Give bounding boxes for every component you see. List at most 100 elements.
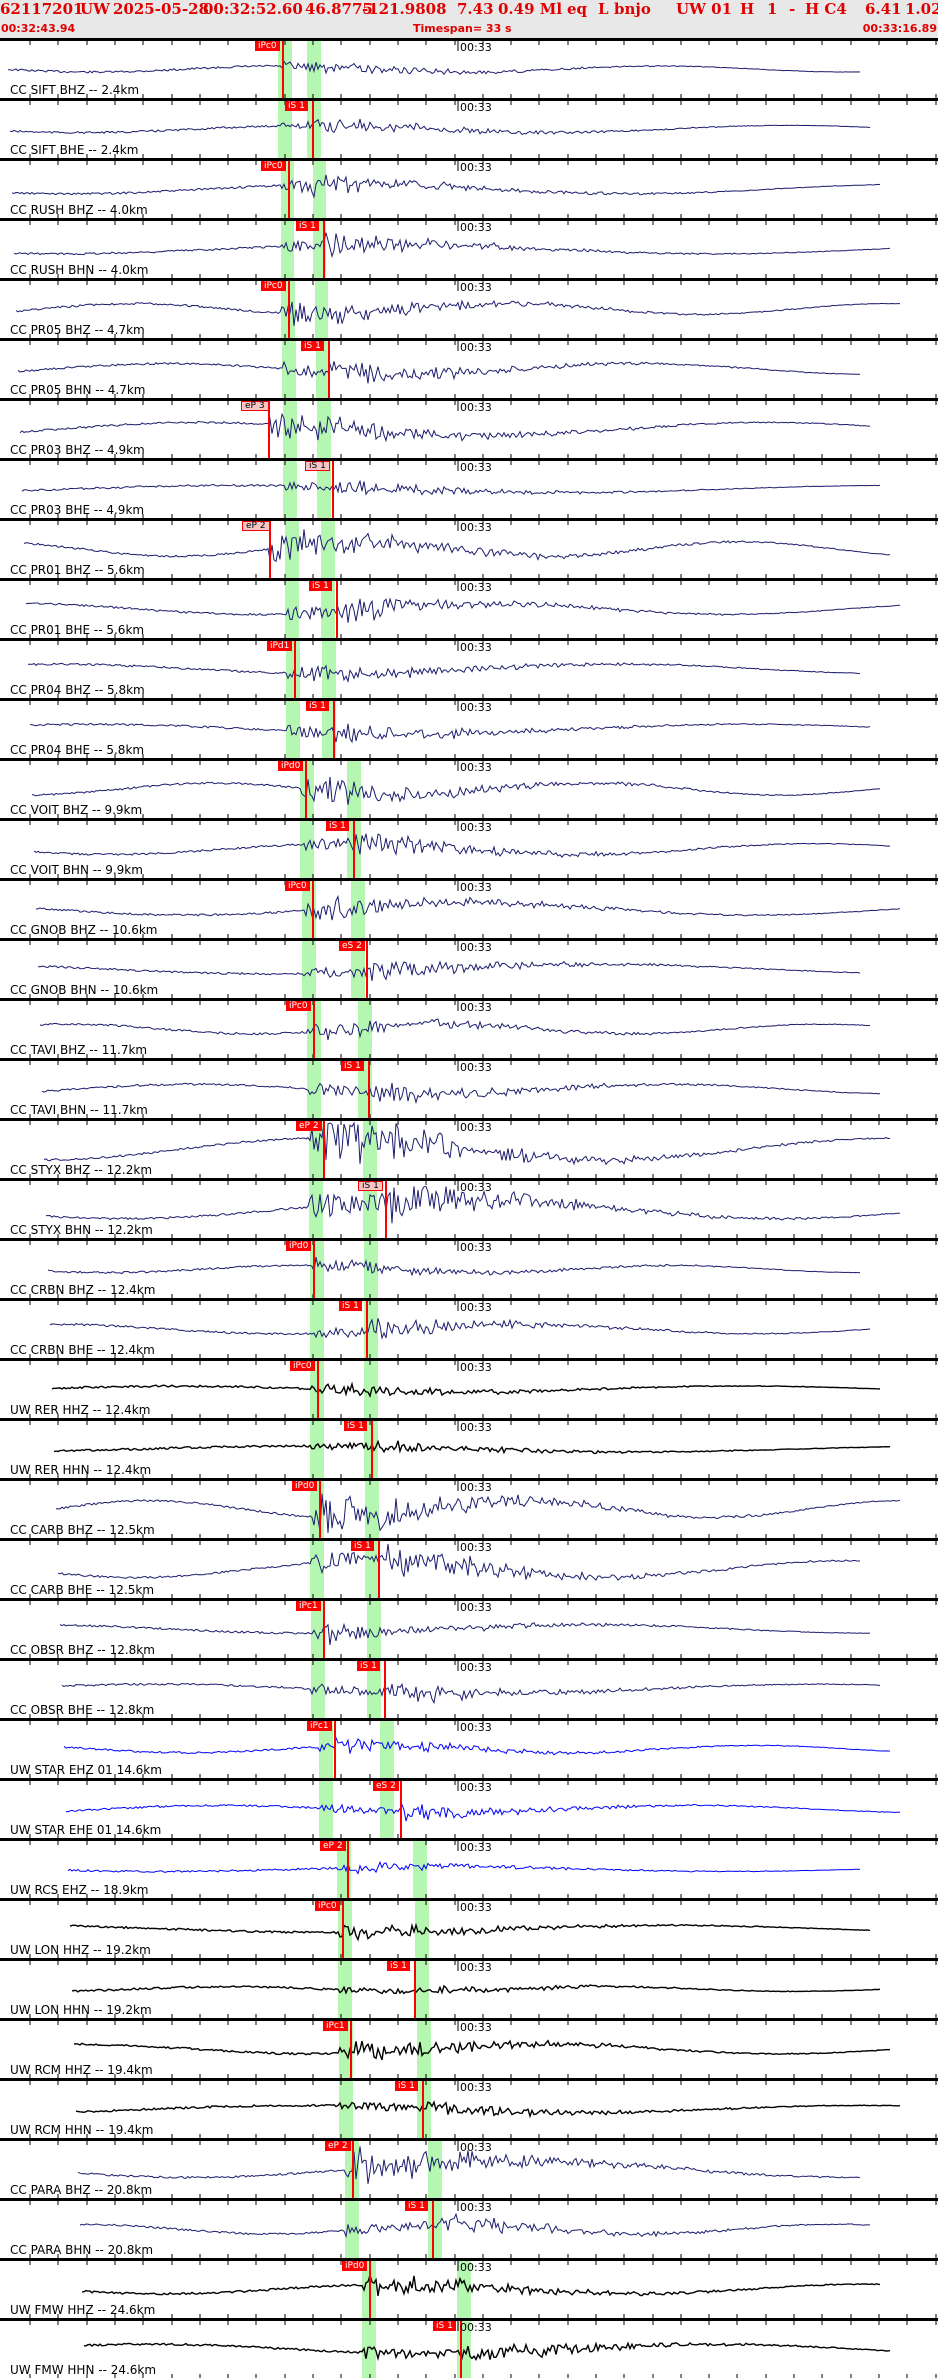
- pick-label[interactable]: iS 1: [326, 821, 349, 831]
- pick-label[interactable]: iS 1: [405, 2201, 428, 2211]
- waveform-panel[interactable]: iPc0 00:33 CC RUSH BHZ -- 4.0km: [0, 158, 938, 218]
- pick-label[interactable]: iPc0: [286, 1001, 311, 1011]
- pick-label[interactable]: eP 3: [241, 401, 269, 411]
- pick-line[interactable]: [353, 821, 355, 878]
- pick-line[interactable]: [323, 1121, 325, 1178]
- waveform-panel[interactable]: iPc0 00:33 CC TAVI BHZ -- 11.7km: [0, 998, 938, 1058]
- waveform-panel[interactable]: iPc1 00:33 UW STAR EHZ 01 14.6km: [0, 1718, 938, 1778]
- waveform-panel[interactable]: iS 1 00:33 CC CRBN BHE -- 12.4km: [0, 1298, 938, 1358]
- pick-line[interactable]: [400, 1781, 402, 1838]
- pick-label[interactable]: iS 1: [306, 701, 329, 711]
- pick-line[interactable]: [294, 641, 296, 698]
- pick-label[interactable]: eS 2: [373, 1781, 399, 1791]
- pick-line[interactable]: [323, 221, 325, 278]
- pick-label[interactable]: iPc0: [261, 161, 286, 171]
- waveform-panel[interactable]: iS 1 00:33 CC RUSH BHN -- 4.0km: [0, 218, 938, 278]
- pick-label[interactable]: iPd0: [278, 761, 304, 771]
- pick-label[interactable]: eP 2: [242, 521, 270, 531]
- waveform-panel[interactable]: iS 1 00:33 CC VOIT BHN -- 9.9km: [0, 818, 938, 878]
- waveform-panel[interactable]: iPc0 00:33 CC GNOB BHZ -- 10.6km: [0, 878, 938, 938]
- pick-line[interactable]: [414, 1961, 416, 2018]
- pick-line[interactable]: [350, 2021, 352, 2078]
- pick-label[interactable]: iS 1: [433, 2321, 456, 2331]
- waveform-panel[interactable]: eP 2 00:33 CC PARA BHZ -- 20.8km: [0, 2138, 938, 2198]
- waveform-panel[interactable]: iS 1 00:33 UW RER HHN -- 12.4km: [0, 1418, 938, 1478]
- pick-label[interactable]: iPc1: [307, 1721, 332, 1731]
- waveform-panel[interactable]: iPc0 00:33 UW LON HHZ -- 19.2km: [0, 1898, 938, 1958]
- pick-line[interactable]: [333, 701, 335, 758]
- pick-label[interactable]: iS 1: [351, 1541, 374, 1551]
- waveform-panel[interactable]: iS 1 00:33 CC TAVI BHN -- 11.7km: [0, 1058, 938, 1118]
- pick-line[interactable]: [352, 2141, 354, 2198]
- pick-label[interactable]: iPd1: [267, 641, 293, 651]
- waveform-panel[interactable]: eS 2 00:33 UW STAR EHE 01 14.6km: [0, 1778, 938, 1838]
- pick-label[interactable]: iS 1: [301, 341, 324, 351]
- pick-label[interactable]: iPd0: [292, 1481, 318, 1491]
- pick-line[interactable]: [342, 1901, 344, 1958]
- pick-label[interactable]: iS 1: [395, 2081, 418, 2091]
- pick-line[interactable]: [336, 581, 338, 638]
- pick-label[interactable]: iPd0: [342, 2261, 368, 2271]
- pick-label[interactable]: iS 1: [285, 101, 308, 111]
- waveform-panel[interactable]: iS 1 00:33 CC PR03 BHE -- 4.9km: [0, 458, 938, 518]
- waveform-panel[interactable]: eS 2 00:33 CC GNOB BHN -- 10.6km: [0, 938, 938, 998]
- waveform-panel[interactable]: eP 3 00:33 CC PR03 BHZ -- 4.9km: [0, 398, 938, 458]
- pick-line[interactable]: [305, 761, 307, 818]
- pick-label[interactable]: eP 2: [320, 1841, 346, 1851]
- pick-label[interactable]: iS 1: [339, 1301, 362, 1311]
- pick-label[interactable]: eS 2: [339, 941, 365, 951]
- pick-line[interactable]: [460, 2321, 462, 2378]
- pick-label[interactable]: iPc0: [261, 281, 286, 291]
- pick-label[interactable]: iPc0: [255, 41, 280, 51]
- waveform-panel[interactable]: iPd0 00:33 CC CARB BHZ -- 12.5km: [0, 1478, 938, 1538]
- pick-line[interactable]: [282, 41, 284, 98]
- waveform-panel[interactable]: iS 1 00:33 CC STYX BHN -- 12.2km: [0, 1178, 938, 1238]
- pick-label[interactable]: iS 1: [309, 581, 332, 591]
- pick-line[interactable]: [385, 1181, 387, 1238]
- pick-label[interactable]: eP 2: [296, 1121, 322, 1131]
- pick-line[interactable]: [317, 1361, 319, 1418]
- pick-line[interactable]: [313, 1001, 315, 1058]
- pick-line[interactable]: [288, 281, 290, 338]
- pick-line[interactable]: [323, 1601, 325, 1658]
- waveform-panel[interactable]: iS 1 00:33 UW FMW HHN -- 24.6km: [0, 2318, 938, 2378]
- pick-label[interactable]: iS 1: [305, 461, 330, 471]
- waveform-panel[interactable]: iPd0 00:33 UW FMW HHZ -- 24.6km: [0, 2258, 938, 2318]
- waveform-panel[interactable]: iS 1 00:33 CC SIFT BHE -- 2.4km: [0, 98, 938, 158]
- pick-line[interactable]: [328, 341, 330, 398]
- pick-line[interactable]: [313, 1241, 315, 1298]
- pick-line[interactable]: [371, 1421, 373, 1478]
- waveform-panel[interactable]: iPc1 00:33 CC OBSR BHZ -- 12.8km: [0, 1598, 938, 1658]
- pick-label[interactable]: iPd0: [286, 1241, 312, 1251]
- waveform-panel[interactable]: eP 2 00:33 CC STYX BHZ -- 12.2km: [0, 1118, 938, 1178]
- waveform-panel[interactable]: iPd0 00:33 CC VOIT BHZ -- 9.9km: [0, 758, 938, 818]
- pick-label[interactable]: iPc0: [315, 1901, 340, 1911]
- pick-label[interactable]: eP 2: [325, 2141, 351, 2151]
- pick-line[interactable]: [332, 461, 334, 518]
- pick-line[interactable]: [422, 2081, 424, 2138]
- pick-line[interactable]: [288, 161, 290, 218]
- waveform-panel[interactable]: iS 1 00:33 CC OBSR BHE -- 12.8km: [0, 1658, 938, 1718]
- waveform-panel[interactable]: iS 1 00:33 UW RCM HHN -- 19.4km: [0, 2078, 938, 2138]
- pick-line[interactable]: [319, 1481, 321, 1538]
- pick-line[interactable]: [334, 1721, 336, 1778]
- pick-line[interactable]: [347, 1841, 349, 1898]
- waveform-panel[interactable]: iPc0 00:33 UW RER HHZ -- 12.4km: [0, 1358, 938, 1418]
- pick-label[interactable]: iS 1: [344, 1421, 367, 1431]
- pick-label[interactable]: iS 1: [387, 1961, 410, 1971]
- waveform-panel[interactable]: iPc1 00:33 UW RCM HHZ -- 19.4km: [0, 2018, 938, 2078]
- pick-line[interactable]: [269, 521, 271, 578]
- pick-line[interactable]: [384, 1661, 386, 1718]
- waveform-panel[interactable]: eP 2 00:33 CC PR01 BHZ -- 5.6km: [0, 518, 938, 578]
- waveform-panel[interactable]: iS 1 00:33 CC PR01 BHE -- 5.6km: [0, 578, 938, 638]
- pick-label[interactable]: iS 1: [357, 1661, 380, 1671]
- waveform-panel[interactable]: iS 1 00:33 CC CARB BHE -- 12.5km: [0, 1538, 938, 1598]
- waveform-panel[interactable]: iS 1 00:33 CC PR04 BHE -- 5.8km: [0, 698, 938, 758]
- waveform-panel[interactable]: iS 1 00:33 UW LON HHN -- 19.2km: [0, 1958, 938, 2018]
- waveform-panel[interactable]: iPd1 00:33 CC PR04 BHZ -- 5.8km: [0, 638, 938, 698]
- pick-line[interactable]: [366, 1301, 368, 1358]
- pick-label[interactable]: iPc1: [296, 1601, 321, 1611]
- pick-line[interactable]: [268, 401, 270, 458]
- pick-label[interactable]: iS 1: [341, 1061, 364, 1071]
- waveform-panel[interactable]: iPc0 00:33 CC PR05 BHZ -- 4.7km: [0, 278, 938, 338]
